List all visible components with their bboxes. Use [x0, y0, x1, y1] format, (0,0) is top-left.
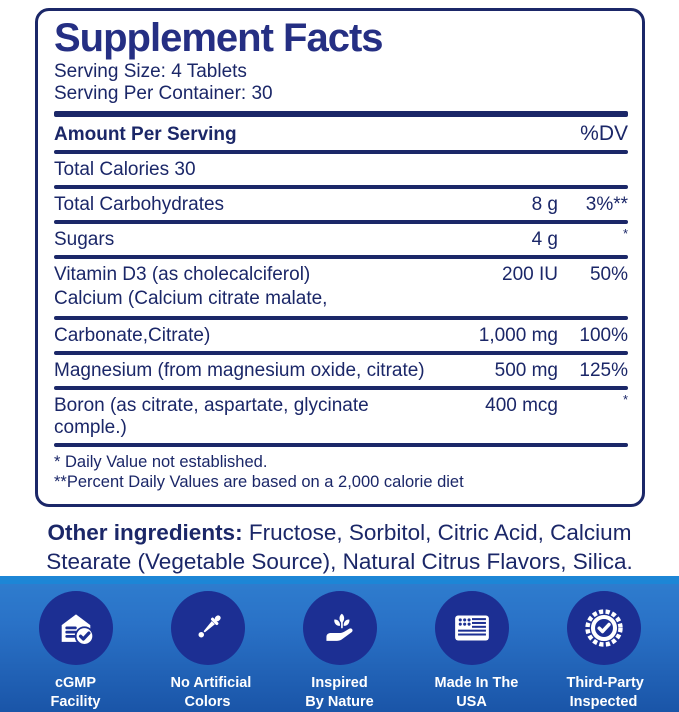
- divider: [54, 255, 628, 260]
- badge-label: Inspired By Nature: [305, 675, 374, 711]
- divider: [54, 185, 628, 190]
- nutrient-name: Boron (as citrate, aspartate, glycinate …: [54, 394, 369, 438]
- other-ingredients-label: Other ingredients:: [47, 519, 243, 545]
- badge-label: Third-Party Inspected: [566, 675, 644, 711]
- badge-inspired-by-nature: Inspired By Nature: [302, 591, 377, 712]
- nutrient-row-carbohydrates: Total Carbohydrates 8 g 3%**: [54, 189, 628, 220]
- nutrient-row-sugars: Sugars 4 g *: [54, 224, 628, 255]
- cgmp-facility-icon: [38, 591, 113, 666]
- badge-cgmp-facility: cGMP Facility: [38, 591, 113, 712]
- divider: [54, 111, 628, 118]
- nutrient-amount: 400 mcg: [485, 394, 558, 416]
- banner-top-strip: [0, 576, 679, 585]
- dv-header: %DV: [580, 122, 628, 146]
- nutrient-name: Total Calories 30: [54, 159, 196, 181]
- dropper-icon: [170, 591, 245, 666]
- nutrient-amount: 1,000 mg: [478, 324, 558, 346]
- nutrient-name-continued: Calcium (Calcium citrate malate,: [54, 288, 328, 310]
- supplement-facts-panel: Supplement Facts Serving Size: 4 Tablets…: [35, 8, 645, 507]
- servings-per-container: Serving Per Container: 30: [54, 83, 273, 105]
- nutrient-amount: 4 g: [531, 229, 558, 251]
- divider: [54, 315, 628, 320]
- badge-label: Made In The USA: [434, 675, 519, 711]
- other-ingredients: Other ingredients: Fructose, Sorbitol, C…: [23, 518, 657, 577]
- badge-third-party-inspected: Third-Party Inspected: [566, 591, 644, 712]
- panel-title: Supplement Facts: [54, 16, 384, 60]
- footnotes: * Daily Value not established. **Percent…: [54, 447, 628, 498]
- nutrient-dv: 3%**: [585, 194, 628, 216]
- divider: [54, 220, 628, 225]
- nutrient-row-boron: Boron (as citrate, aspartate, glycinate …: [54, 390, 628, 443]
- badge-label: No Artificial Colors: [170, 675, 252, 711]
- divider: [54, 442, 628, 447]
- nutrient-name: Total Carbohydrates: [54, 194, 225, 216]
- other-ingredients-text: Fructose, Sorbitol, Citric Acid, Calcium…: [46, 519, 633, 575]
- divider: [54, 150, 628, 155]
- nutrient-amount: 8 g: [531, 194, 558, 216]
- usa-flag-icon: [434, 591, 509, 666]
- nutrient-dv: 125%: [579, 359, 628, 381]
- nutrient-row-calories: Total Calories 30: [54, 154, 628, 185]
- nutrient-dv: 50%: [589, 264, 628, 286]
- nutrient-amount: 500 mg: [494, 359, 558, 381]
- badge-label: cGMP Facility: [50, 675, 101, 711]
- badge-list: cGMP Facility No Artificial Colors: [0, 584, 679, 712]
- feature-banner: cGMP Facility No Artificial Colors: [0, 576, 679, 712]
- nutrient-name: Carbonate,Citrate): [54, 324, 211, 346]
- badge-no-artificial-colors: No Artificial Colors: [170, 591, 252, 712]
- amount-per-serving-label: Amount Per Serving: [54, 124, 237, 146]
- nutrient-row-carbonate-citrate: Carbonate,Citrate) 1,000 mg 100%: [54, 320, 628, 351]
- nutrient-name: Magnesium (from magnesium oxide, citrate…: [54, 359, 425, 381]
- nutrient-name: Vitamin D3 (as cholecalciferol): [54, 264, 311, 286]
- footnote-line: * Daily Value not established.: [54, 452, 268, 471]
- hand-plant-icon: [302, 591, 377, 666]
- nutrient-name: Sugars: [54, 229, 115, 251]
- footnote-line: **Percent Daily Values are based on a 2,…: [54, 472, 464, 491]
- nutrient-amount: 200 IU: [502, 264, 558, 286]
- nutrient-dv: *: [622, 391, 628, 407]
- nutrient-dv: 100%: [579, 324, 628, 346]
- header-row: Amount Per Serving %DV: [54, 117, 628, 150]
- inspected-seal-icon: [566, 591, 641, 666]
- divider: [54, 350, 628, 355]
- serving-size: Serving Size: 4 Tablets: [54, 61, 247, 82]
- nutrient-row-magnesium: Magnesium (from magnesium oxide, citrate…: [54, 355, 628, 386]
- badge-made-in-usa: Made In The USA: [434, 591, 519, 712]
- divider: [54, 385, 628, 390]
- nutrient-dv: *: [622, 226, 628, 242]
- nutrient-row-vitamin-d3-calcium: Vitamin D3 (as cholecalciferol) 200 IU 5…: [54, 259, 628, 316]
